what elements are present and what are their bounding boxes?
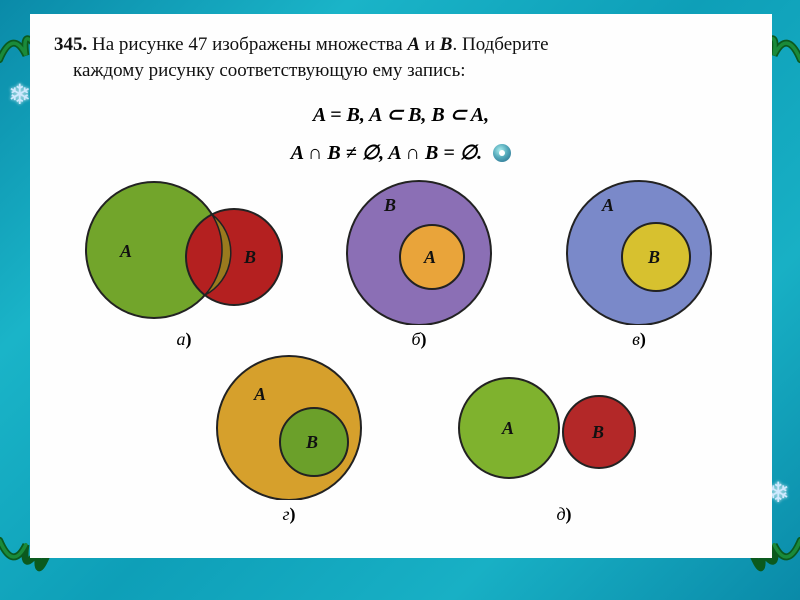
diagram-cell-d: AB г): [204, 350, 374, 525]
venn-diagram-d: AB: [204, 350, 374, 500]
caption-c: в): [554, 329, 724, 350]
caption-b: б): [334, 329, 504, 350]
problem-text-1b: . Подберите: [452, 34, 548, 55]
svg-text:B: B: [305, 432, 318, 452]
problem-text-and: и: [420, 34, 440, 55]
problem-statement: 345. На рисунке 47 изображены множества …: [54, 32, 748, 83]
problem-text-1: На рисунке 47 изображены множества: [92, 34, 407, 55]
svg-text:A: A: [501, 418, 514, 438]
svg-text:A: A: [119, 241, 132, 261]
snowflake-icon: ❄: [8, 78, 31, 112]
svg-text:B: B: [591, 422, 604, 442]
problem-text-2: каждому рисунку соответствующую ему запи…: [73, 60, 466, 81]
venn-diagram-c: AB: [554, 175, 724, 325]
svg-text:A: A: [423, 247, 436, 267]
caption-e: д): [454, 504, 674, 525]
textbook-page: 345. На рисунке 47 изображены множества …: [30, 14, 772, 558]
diagram-grid: AB а) BA б) AB в) AB г) AB д): [54, 175, 748, 515]
venn-diagram-b: BA: [334, 175, 504, 325]
diagram-cell-e: AB д): [454, 350, 674, 525]
svg-text:A: A: [601, 195, 614, 215]
diagram-cell-a: AB а): [74, 175, 294, 350]
caption-a: а): [74, 329, 294, 350]
venn-diagram-e: AB: [454, 350, 674, 500]
formula-row-1: A = B, A ⊂ B, B ⊂ A,: [54, 97, 748, 133]
svg-text:A: A: [253, 384, 266, 404]
diagram-cell-b: BA б): [334, 175, 504, 350]
set-B: B: [440, 34, 453, 55]
svg-text:B: B: [647, 247, 660, 267]
problem-number: 345.: [54, 34, 87, 55]
svg-text:B: B: [243, 247, 256, 267]
set-A: A: [407, 34, 420, 55]
formula-row-2: A ∩ B ≠ ∅, A ∩ B = ∅.: [291, 142, 482, 164]
svg-text:B: B: [383, 195, 396, 215]
diagram-cell-c: AB в): [554, 175, 724, 350]
formula-list: A = B, A ⊂ B, B ⊂ A, A ∩ B ≠ ∅, A ∩ B = …: [54, 97, 748, 171]
venn-diagram-a: AB: [74, 175, 294, 325]
caption-d: г): [204, 504, 374, 525]
disc-icon: [493, 144, 511, 162]
